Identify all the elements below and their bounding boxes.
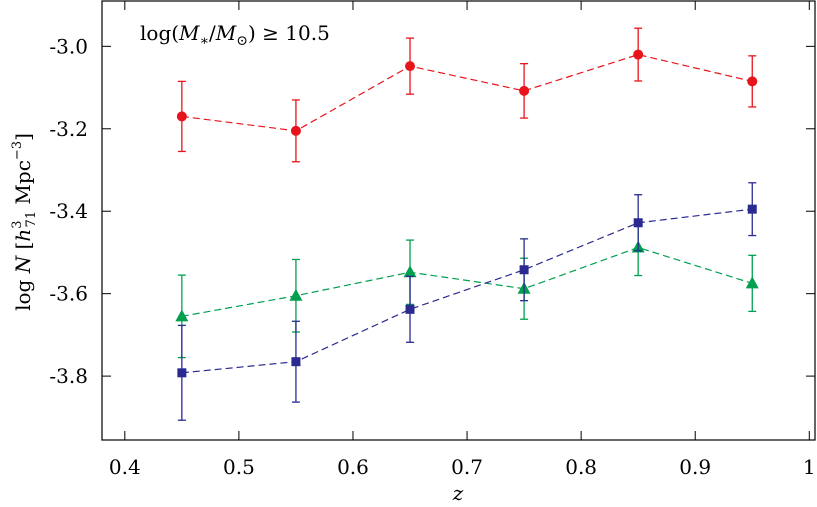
data-point	[519, 85, 530, 96]
series-line	[181, 246, 753, 317]
x-tick-label: 0.8	[565, 455, 597, 479]
y-tick-label: -3.8	[49, 364, 88, 388]
data-point	[519, 265, 529, 275]
series-triangle	[175, 218, 759, 359]
data-point	[747, 76, 758, 87]
plot-frame	[101, 0, 816, 441]
data-point	[289, 288, 303, 301]
data-point	[403, 265, 417, 278]
x-tick-label: 0.5	[223, 455, 255, 479]
series-square	[177, 182, 757, 421]
y-axis-label: log N [h371 Mpc−3]	[10, 133, 39, 311]
series-line	[181, 208, 753, 374]
data-point	[176, 111, 187, 122]
data-point	[177, 368, 187, 378]
series-layer	[175, 27, 759, 421]
data-point	[633, 49, 644, 60]
x-tick-label: 1	[803, 455, 816, 479]
data-point	[633, 218, 643, 228]
series-circle	[176, 27, 758, 163]
data-point	[745, 276, 759, 289]
mass-threshold-annotation: log(M∗/M⊙) ≥ 10.5	[140, 21, 330, 49]
series-line	[181, 53, 753, 132]
x-tick-label: 0.6	[337, 455, 369, 479]
data-point	[405, 304, 415, 314]
data-point	[291, 357, 301, 367]
y-tick-label: -3.4	[49, 199, 88, 223]
data-point	[175, 309, 189, 322]
x-tick-label: 0.9	[679, 455, 711, 479]
axis-ticks: 0.4 0.5 0.6 0.7 0.8 0.9 1 -3.8 -3.6 -3.4 -3.2 -3.0	[49, 1, 816, 479]
data-point	[405, 61, 416, 72]
y-tick-label: -3.0	[49, 34, 88, 58]
x-axis-label: z	[452, 481, 464, 505]
y-tick-label: -3.6	[49, 282, 88, 306]
x-tick-label: 0.4	[109, 455, 141, 479]
y-tick-label: -3.2	[49, 117, 88, 141]
data-point	[290, 125, 301, 136]
data-point	[747, 204, 757, 214]
x-tick-label: 0.7	[451, 455, 483, 479]
